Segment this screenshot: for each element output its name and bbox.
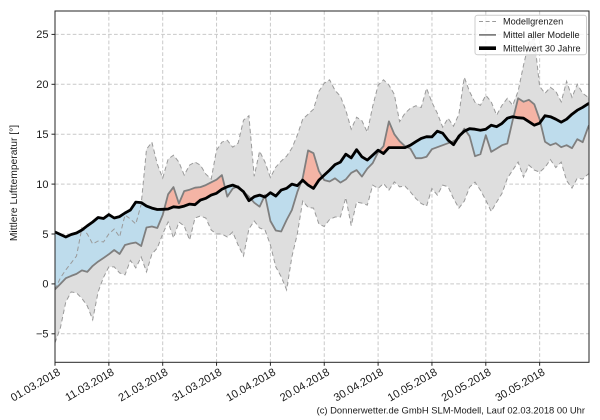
svg-text:15: 15 (36, 129, 48, 141)
svg-text:0: 0 (42, 279, 48, 291)
svg-text:(c) Donnerwetter.de GmbH SLM-M: (c) Donnerwetter.de GmbH SLM-Modell, Lau… (317, 405, 585, 416)
svg-text:−5: −5 (36, 329, 49, 341)
svg-text:Mittelwert 30 Jahre: Mittelwert 30 Jahre (503, 43, 581, 53)
svg-text:Mittlere Lufttemperatur [°]: Mittlere Lufttemperatur [°] (9, 125, 20, 241)
svg-text:25: 25 (36, 29, 48, 41)
svg-text:10: 10 (36, 179, 48, 191)
svg-text:20: 20 (36, 79, 48, 91)
svg-text:Mittel aller Modelle: Mittel aller Modelle (503, 30, 580, 40)
svg-text:Modellgrenzen: Modellgrenzen (503, 17, 563, 27)
svg-text:5: 5 (42, 229, 48, 241)
